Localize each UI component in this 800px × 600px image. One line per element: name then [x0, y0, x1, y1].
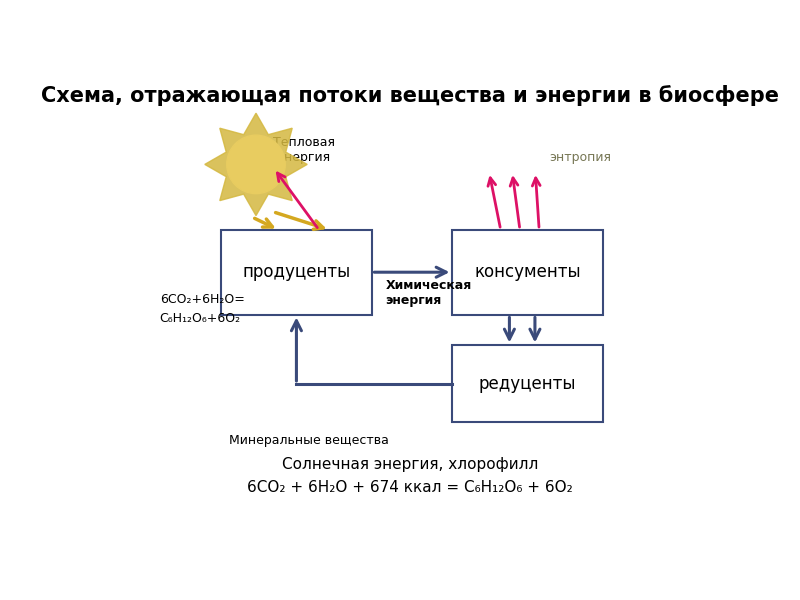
Text: Химическая
энергия: Химическая энергия [386, 280, 472, 307]
Bar [222, 230, 371, 314]
Text: Тепловая
энергия: Тепловая энергия [273, 136, 335, 164]
Text: продуценты: продуценты [242, 263, 350, 281]
Text: Минеральные вещества: Минеральные вещества [229, 434, 389, 447]
Text: консументы: консументы [474, 263, 581, 281]
Text: редуценты: редуценты [478, 375, 576, 393]
Text: 6CO₂+6H₂O=: 6CO₂+6H₂O= [160, 293, 245, 305]
Bar [452, 346, 602, 422]
Bar [452, 230, 602, 314]
Text: C₆H₁₂O₆+6O₂: C₆H₁₂O₆+6O₂ [160, 312, 241, 325]
Text: Схема, отражающая потоки вещества и энергии в биосфере: Схема, отражающая потоки вещества и энер… [41, 85, 779, 106]
Circle shape [226, 135, 286, 194]
Text: 6CO₂ + 6H₂O + 674 ккал = C₆H₁₂O₆ + 6O₂: 6CO₂ + 6H₂O + 674 ккал = C₆H₁₂O₆ + 6O₂ [247, 480, 573, 496]
Text: энтропия: энтропия [549, 151, 611, 164]
Text: Солнечная энергия, хлорофилл: Солнечная энергия, хлорофилл [282, 457, 538, 472]
Polygon shape [205, 113, 307, 215]
